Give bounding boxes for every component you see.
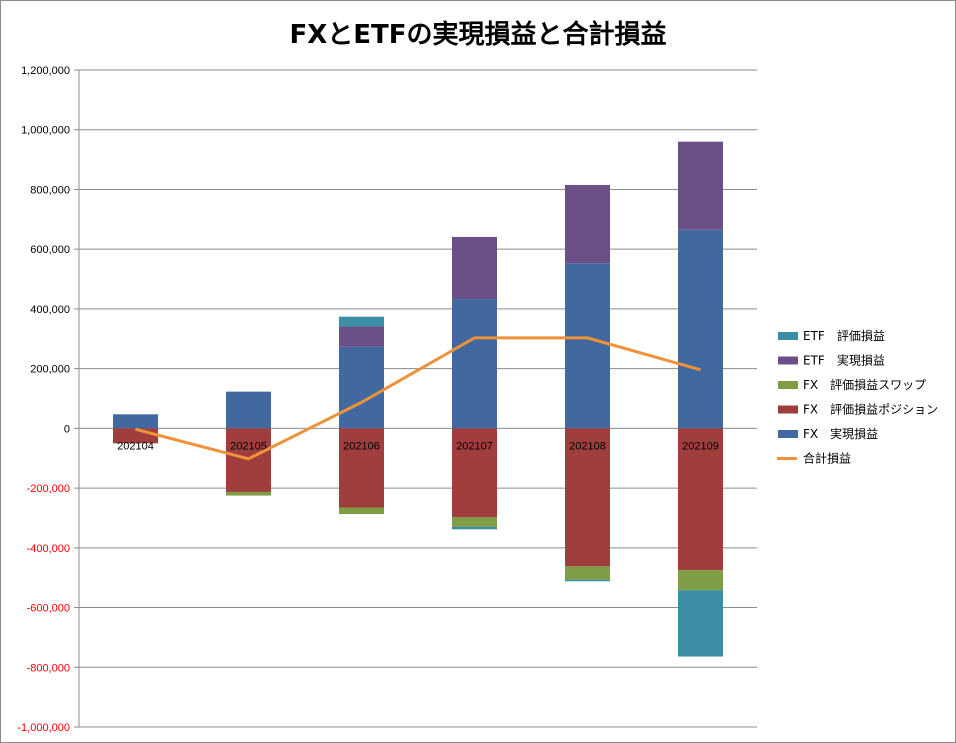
bar — [339, 428, 384, 508]
x-tick-label: 202108 — [569, 440, 606, 452]
bar — [678, 570, 723, 591]
legend-swatch — [778, 356, 798, 365]
legend-label: ETF 評価損益 — [803, 328, 885, 343]
bar — [452, 236, 497, 300]
x-tick-label: 202106 — [343, 440, 380, 452]
bar — [452, 299, 497, 429]
legend-swatch — [778, 405, 798, 414]
bar — [565, 263, 610, 429]
series-line — [135, 336, 701, 461]
bar — [113, 414, 158, 429]
y-tick-label: 800,000 — [30, 184, 70, 196]
y-axis: 1,200,000 1,000,000 800,000 600,000 400,000 2… — [17, 65, 80, 734]
y-tick-label: 1,200,000 — [21, 65, 70, 77]
bar — [339, 346, 384, 429]
y-tick-label: 0 — [64, 423, 70, 435]
bar — [678, 590, 723, 657]
bar — [565, 184, 610, 264]
y-tick-label: -400,000 — [27, 543, 70, 555]
bar — [452, 517, 497, 527]
bar — [678, 229, 723, 429]
x-tick-label: 202107 — [456, 440, 493, 452]
legend-label: ETF 実現損益 — [803, 353, 885, 368]
total-line — [135, 336, 701, 461]
chart-title: FXとETFの実現損益と合計損益 — [289, 20, 667, 50]
x-tick-label: 202105 — [230, 440, 267, 452]
x-tick-labels: 202104 202105 202106 202107 202108 202109 — [117, 440, 719, 452]
y-tick-label: 1,000,000 — [21, 125, 70, 137]
y-tick-label: -800,000 — [27, 662, 70, 674]
bar — [678, 141, 723, 230]
legend-swatch — [778, 332, 798, 340]
legend-label: FX 実現損益 — [803, 426, 878, 441]
legend-label: 合計損益 — [803, 451, 851, 466]
y-tick-label: -1,000,000 — [17, 722, 70, 734]
y-tick-label: 600,000 — [30, 244, 70, 256]
bar — [678, 428, 723, 571]
bar — [565, 579, 610, 582]
y-tick-label: -600,000 — [27, 603, 70, 615]
bar — [339, 316, 384, 327]
bar — [339, 326, 384, 347]
bar — [339, 507, 384, 515]
bar — [452, 428, 497, 518]
legend-swatch — [778, 381, 798, 389]
x-tick-label: 202104 — [117, 440, 154, 452]
bars — [113, 141, 723, 657]
legend: ETF 評価損益 ETF 実現損益 FX 評価損益スワップ FX 評価損益ポジション F… — [777, 328, 938, 466]
bar — [565, 566, 610, 580]
y-tick-label: 400,000 — [30, 304, 70, 316]
bar — [226, 491, 271, 496]
gridlines — [79, 69, 757, 728]
bar — [226, 391, 271, 429]
x-tick-label: 202109 — [682, 440, 719, 452]
bar — [452, 526, 497, 530]
y-tick-label: -200,000 — [27, 483, 70, 495]
bar — [565, 428, 610, 567]
legend-label: FX 評価損益ポジション — [803, 402, 938, 417]
legend-swatch — [778, 430, 798, 438]
y-tick-label: 200,000 — [30, 364, 70, 376]
legend-label: FX 評価損益スワップ — [803, 377, 926, 392]
